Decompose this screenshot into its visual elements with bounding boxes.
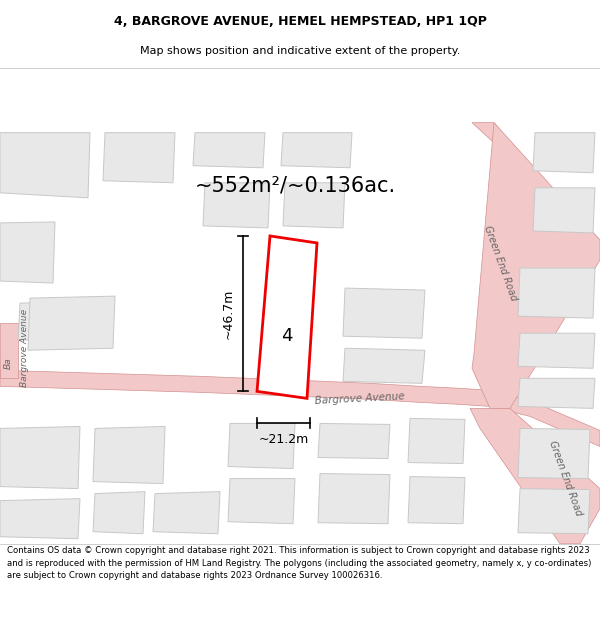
Polygon shape <box>0 426 80 489</box>
Text: ~46.7m: ~46.7m <box>222 289 235 339</box>
Polygon shape <box>0 132 90 198</box>
Polygon shape <box>318 423 390 459</box>
Polygon shape <box>193 132 265 168</box>
Polygon shape <box>18 301 100 340</box>
Text: Bargrove Avenue: Bargrove Avenue <box>315 391 405 406</box>
Polygon shape <box>490 391 600 446</box>
Polygon shape <box>533 188 595 233</box>
Polygon shape <box>93 426 165 484</box>
Polygon shape <box>103 132 175 182</box>
Polygon shape <box>518 429 590 479</box>
Polygon shape <box>518 333 595 368</box>
Polygon shape <box>203 182 270 228</box>
Polygon shape <box>93 492 145 534</box>
Polygon shape <box>228 423 295 469</box>
Polygon shape <box>228 479 295 524</box>
Polygon shape <box>518 489 590 534</box>
Polygon shape <box>0 323 18 378</box>
Polygon shape <box>472 122 600 408</box>
Polygon shape <box>343 288 425 338</box>
Text: 4: 4 <box>281 328 293 345</box>
Polygon shape <box>28 296 115 350</box>
Text: Map shows position and indicative extent of the property.: Map shows position and indicative extent… <box>140 46 460 56</box>
Polygon shape <box>0 499 80 539</box>
Polygon shape <box>0 222 55 283</box>
Polygon shape <box>281 132 352 168</box>
Text: ~21.2m: ~21.2m <box>259 434 308 446</box>
Text: Contains OS data © Crown copyright and database right 2021. This information is : Contains OS data © Crown copyright and d… <box>7 546 592 580</box>
Text: Green End Road: Green End Road <box>547 439 583 518</box>
Text: ~552m²/~0.136ac.: ~552m²/~0.136ac. <box>194 176 395 196</box>
Polygon shape <box>408 418 465 464</box>
Polygon shape <box>0 370 490 406</box>
Text: Bargrove Avenue: Bargrove Avenue <box>20 309 29 388</box>
Polygon shape <box>470 408 600 544</box>
Polygon shape <box>257 236 317 398</box>
Polygon shape <box>533 132 595 173</box>
Polygon shape <box>518 378 595 408</box>
Polygon shape <box>283 182 345 228</box>
Text: 4, BARGROVE AVENUE, HEMEL HEMPSTEAD, HP1 1QP: 4, BARGROVE AVENUE, HEMEL HEMPSTEAD, HP1… <box>113 15 487 28</box>
Polygon shape <box>518 268 595 318</box>
Polygon shape <box>318 474 390 524</box>
Polygon shape <box>472 122 600 260</box>
Text: Green End Road: Green End Road <box>482 224 518 302</box>
Polygon shape <box>343 348 425 383</box>
Text: Ba: Ba <box>4 357 13 369</box>
Polygon shape <box>408 477 465 524</box>
Polygon shape <box>153 492 220 534</box>
